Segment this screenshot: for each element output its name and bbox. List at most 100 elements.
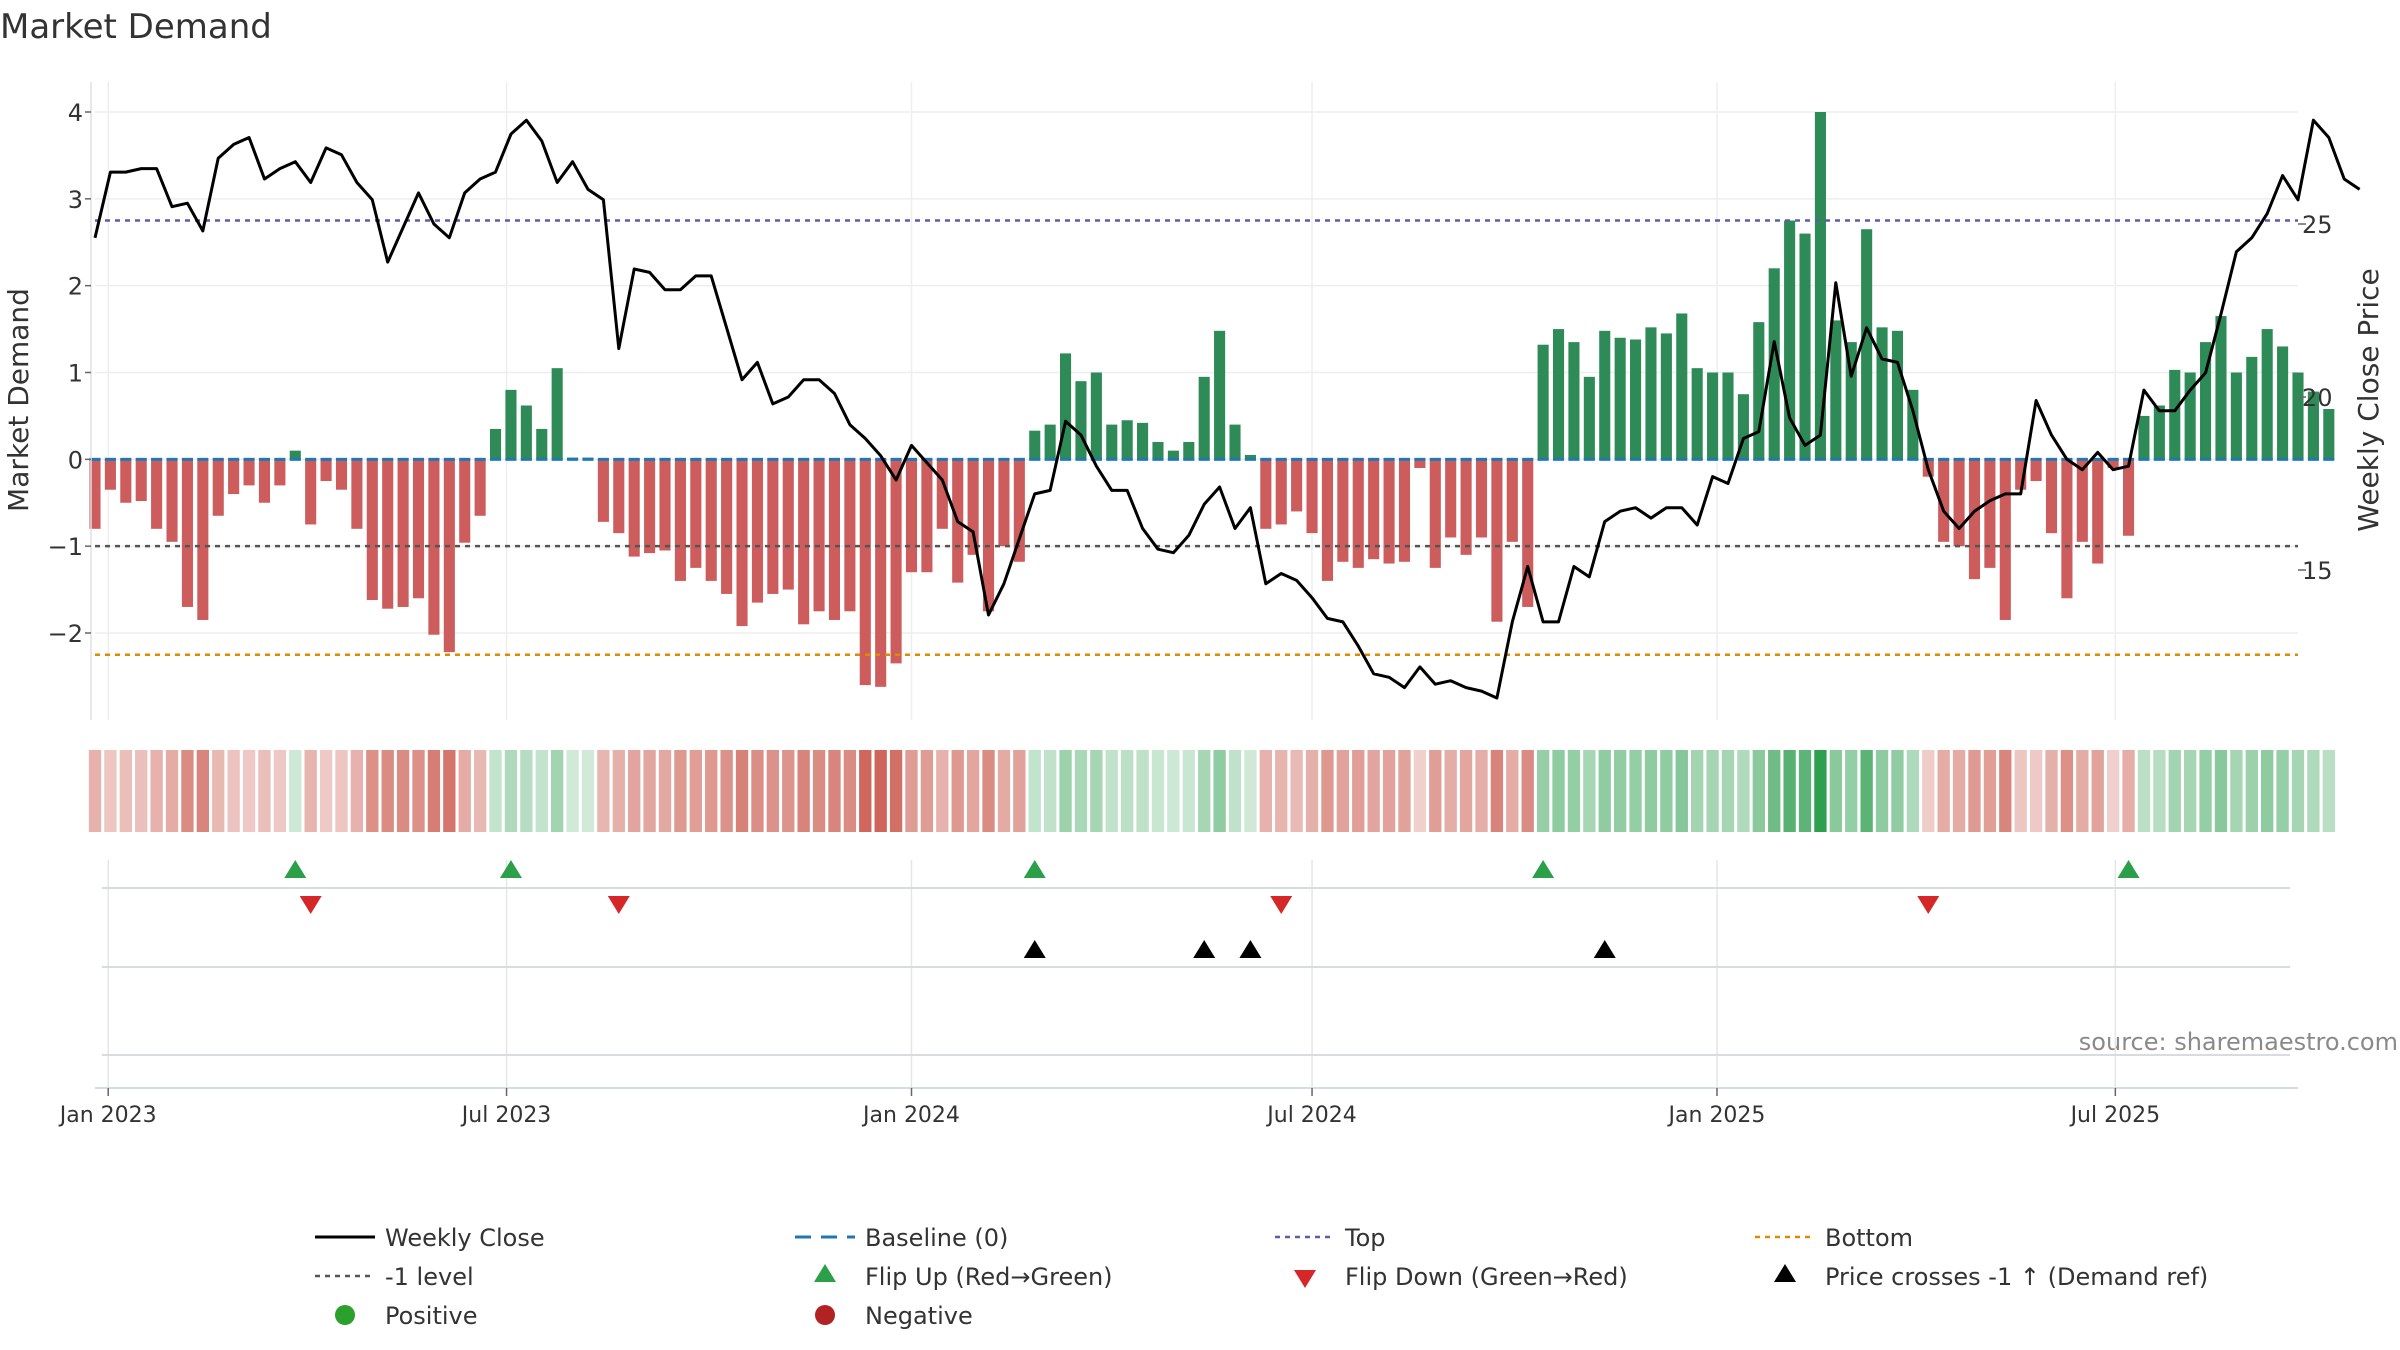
demand-bar (736, 459, 748, 627)
demand-bar (1784, 220, 1796, 460)
strip-cell (104, 750, 117, 832)
demand-bar (1244, 454, 1256, 460)
strip-cell (135, 750, 148, 832)
strip-cell (1213, 750, 1226, 832)
demand-bar (228, 459, 240, 495)
strip-cell (1521, 750, 1534, 832)
demand-bar (1583, 376, 1595, 460)
strip-cell (581, 750, 595, 832)
demand-bar (1691, 368, 1703, 460)
demand-bar (2030, 459, 2042, 482)
y-tick-label-right: 25 (2302, 211, 2333, 239)
demand-bar (2061, 459, 2073, 599)
flip-up-marker (2117, 860, 2140, 878)
x-tick-label: Jul 2025 (2069, 1103, 2161, 1128)
demand-bar (2246, 356, 2258, 460)
strip-cell (951, 750, 964, 832)
strip-cell (273, 750, 287, 832)
demand-bar (813, 459, 825, 612)
axes-layer: 4 3 2 1 0 −1 −2 25 20 15 Jan 2023 Jul 2023 Jan 2024 J… (48, 82, 2333, 1128)
demand-bar (1645, 327, 1657, 460)
y-tick-label-left: 1 (68, 360, 83, 388)
demand-bar (181, 459, 193, 607)
demand-bar (921, 459, 933, 573)
demand-bar (1075, 381, 1087, 460)
strip-cell (242, 750, 256, 832)
flip-up-marker (284, 860, 307, 878)
demand-bar (982, 459, 995, 612)
strip-cell (396, 750, 410, 832)
demand-bar (1722, 372, 1734, 460)
strip-cell (1059, 750, 1072, 832)
demand-bar (2122, 459, 2135, 536)
strip-cell (1752, 750, 1765, 832)
strip-cell (1105, 750, 1118, 832)
strip-cell (381, 750, 394, 832)
demand-bar (1830, 320, 1842, 460)
strip-cell (1043, 750, 1057, 832)
demand-bar (1183, 441, 1195, 460)
strip-cell (2060, 750, 2074, 832)
demand-bar (135, 459, 147, 502)
demand-bar (1999, 459, 2011, 620)
strip-cell (1275, 750, 1288, 832)
price-cross-marker (1193, 940, 1216, 958)
strip-cell (1459, 750, 1473, 832)
demand-bar (1291, 459, 1303, 512)
demand-bar (1799, 233, 1811, 460)
strip-cell (2091, 750, 2104, 832)
demand-bar (258, 459, 271, 503)
strip-cell (2153, 750, 2166, 832)
demand-bar (967, 459, 979, 555)
flip-down-marker (607, 896, 630, 914)
demand-bar (1429, 459, 1441, 568)
y-tick-label-right: 15 (2302, 557, 2333, 585)
demand-bar (1137, 422, 1149, 460)
demand-bar (1090, 372, 1102, 460)
demand-bar (936, 459, 948, 529)
demand-bar (474, 459, 486, 516)
strip-cell (1167, 750, 1180, 832)
strip-cell (181, 750, 194, 832)
y-tick-label-right: 20 (2302, 384, 2333, 412)
demand-bar (335, 459, 348, 490)
x-tick-label: Jan 2023 (58, 1103, 157, 1128)
strip-cell (1983, 750, 1997, 832)
demand-bar (1737, 394, 1749, 460)
demand-bar (1414, 459, 1426, 469)
x-tick-label: Jul 2023 (460, 1103, 552, 1128)
demand-bar (505, 389, 517, 460)
strip-cell (458, 750, 471, 832)
strip-cell (936, 750, 949, 832)
strip-cell (2291, 750, 2305, 832)
flip-up-marker (1532, 860, 1555, 878)
strip-cell (1151, 750, 1165, 832)
flip-down-marker (299, 896, 322, 914)
strip-cell (1952, 750, 1966, 832)
demand-bar (1445, 459, 1457, 538)
strip-cell (2029, 750, 2043, 832)
demand-bar (705, 459, 717, 581)
strip-cell (88, 750, 102, 832)
strip-cell (504, 750, 518, 832)
strip-cell (628, 750, 641, 832)
demand-bar (2107, 459, 2119, 469)
strip-cell (1259, 750, 1272, 832)
strip-cell (2245, 750, 2258, 832)
demand-bar (1861, 229, 1873, 460)
demand-bar (628, 459, 640, 557)
strip-cell (1490, 750, 1504, 832)
legend-label: -1 level (385, 1263, 474, 1291)
demand-bar (597, 459, 609, 522)
strip-cell (1506, 750, 1519, 832)
strip-cell (443, 750, 456, 832)
strip-cell (1583, 750, 1596, 832)
demand-bar (1845, 342, 1857, 460)
legend-flip-down-icon (1294, 1270, 1316, 1288)
strip-cell (1567, 750, 1581, 832)
demand-bar (243, 459, 255, 486)
strip-cell (2276, 750, 2289, 832)
strip-cell (258, 750, 271, 832)
demand-bar (1152, 441, 1164, 460)
strip-cell (551, 750, 564, 832)
